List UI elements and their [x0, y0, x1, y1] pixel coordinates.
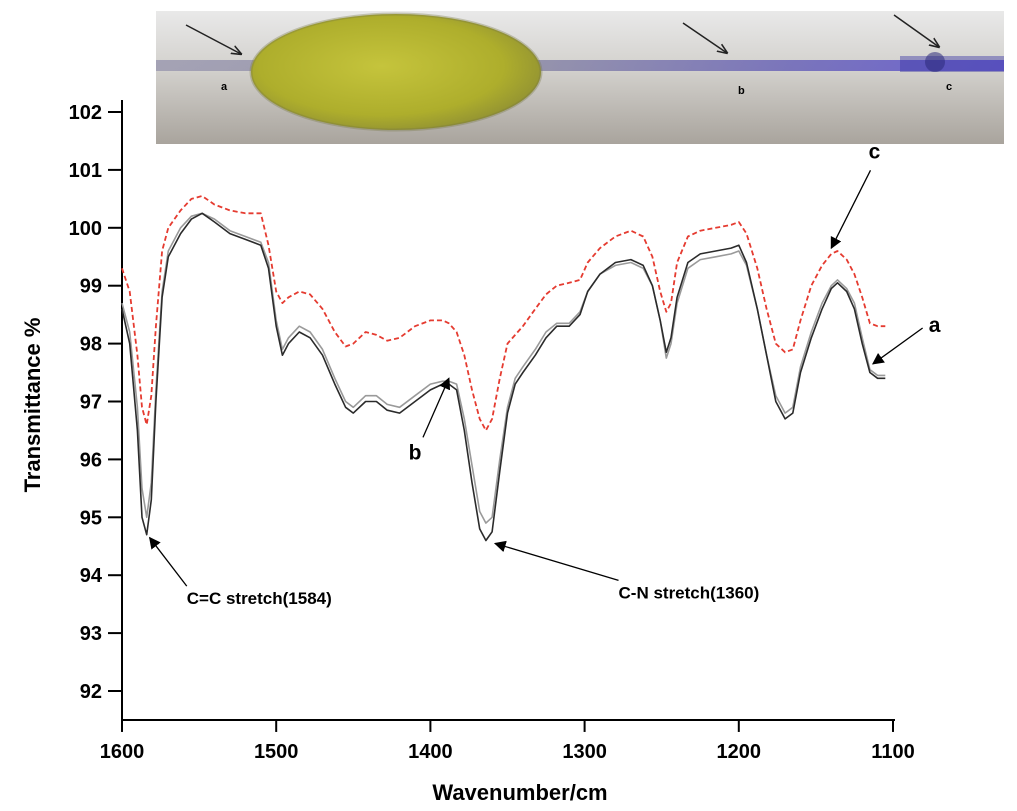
annotation-label: C-N stretch(1360): [619, 583, 760, 602]
series-layer: [121, 195, 886, 542]
tlc-plate-photo: a b c: [156, 11, 1004, 144]
x-axis-title: Wavenumber/cm: [432, 780, 607, 805]
y-tick-label: 98: [80, 334, 102, 356]
axes: 92 93 94 95 96 97 98 99 100 101 102 1600 1500 1400 130…: [69, 100, 915, 763]
y-axis-title: Transmittance %: [20, 318, 45, 493]
x-tick-label: 1300: [562, 741, 607, 763]
y-tick-label: 93: [80, 623, 102, 645]
y-tick-label: 99: [80, 276, 102, 298]
photo-label-a: a: [221, 81, 228, 93]
series-label-a: a: [929, 314, 941, 337]
y-tick-label: 101: [69, 160, 102, 182]
series-label-c: c: [869, 140, 881, 163]
series-label-arrow: [830, 170, 872, 250]
series-label-arrow: [422, 377, 451, 438]
x-tick-label: 1600: [100, 741, 145, 763]
y-tick-label: 94: [80, 565, 103, 587]
photo-label-b: b: [738, 85, 745, 97]
annotation-label: C=C stretch(1584): [187, 589, 332, 608]
annotation-layer: C=C stretch(1584) C-N stretch(1360) a b c: [148, 140, 941, 608]
x-tick-label: 1100: [871, 741, 914, 763]
y-tick-label: 92: [80, 681, 102, 703]
y-tick-label: 97: [80, 392, 102, 414]
series-line-a: [121, 212, 886, 542]
y-tick-label: 100: [69, 218, 102, 240]
annotation-arrow: [148, 536, 188, 587]
x-tick-label: 1500: [254, 741, 299, 763]
y-tick-label: 95: [80, 507, 102, 529]
series-line-c: [121, 195, 886, 432]
photo-label-c: c: [946, 81, 952, 93]
series-label-arrow: [872, 327, 924, 365]
y-tick-label: 102: [69, 102, 102, 124]
x-tick-label: 1400: [408, 741, 453, 763]
x-tick-label: 1200: [717, 741, 762, 763]
annotation-arrow: [493, 540, 619, 581]
series-line-b: [121, 212, 886, 524]
y-tick-label: 96: [80, 449, 102, 471]
series-label-b: b: [409, 441, 422, 464]
